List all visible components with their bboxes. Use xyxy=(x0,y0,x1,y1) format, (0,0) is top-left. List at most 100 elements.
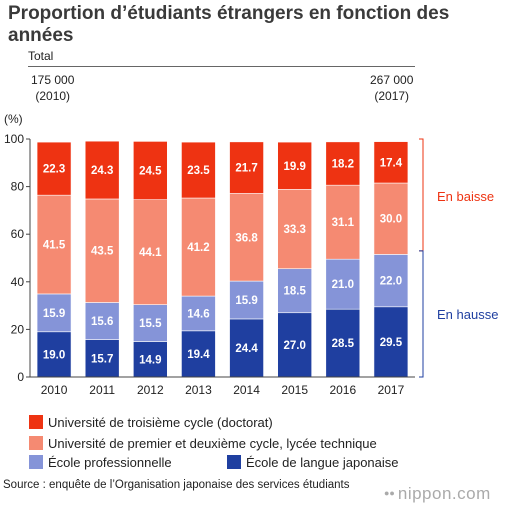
x-tick-label: 2011 xyxy=(89,383,115,397)
bar-segment xyxy=(133,341,168,378)
x-tick-label: 2013 xyxy=(185,383,212,397)
legend-item-langue: École de langue japonaise xyxy=(227,455,399,470)
data-label: 24.4 xyxy=(235,343,258,355)
bar-segment xyxy=(229,280,264,320)
data-label: 27.0 xyxy=(283,340,305,352)
bar-segment xyxy=(325,308,361,378)
annotation-en-baisse: En baisse xyxy=(437,189,494,204)
total-start-year: (2010) xyxy=(35,89,71,103)
data-label: 30.0 xyxy=(380,214,402,226)
data-label: 14.6 xyxy=(187,308,209,320)
chart-title: Proportion d’étudiants étrangers en fonc… xyxy=(8,3,450,46)
data-label: 19.9 xyxy=(283,161,305,173)
stacked-bar-chart: 0 20 40 60 80 100 (%) 19.0 15.9 41.5 22.3 2010 15.7 1… xyxy=(4,112,498,397)
legend-label-doctorat: Université de troisième cycle (doctorat) xyxy=(48,415,273,430)
data-label: 22.0 xyxy=(380,276,402,288)
data-label: 33.3 xyxy=(283,224,305,236)
bar-segment xyxy=(84,198,120,303)
x-tick-label: 2015 xyxy=(281,383,308,397)
data-label: 21.0 xyxy=(332,279,354,291)
data-label: 19.4 xyxy=(187,349,210,361)
legend-item-doctorat: Université de troisième cycle (doctorat) xyxy=(29,415,273,430)
bar-segment xyxy=(229,318,264,378)
total-end: 267 000 (2017) xyxy=(370,72,413,104)
bar-segment xyxy=(277,268,312,314)
bar-segment xyxy=(36,194,72,295)
brand-logo: ●● nippon.com xyxy=(384,484,491,504)
legend-swatch-professionnelle xyxy=(29,455,43,469)
x-tick-label: 2010 xyxy=(41,383,68,397)
bar-segment xyxy=(84,140,120,200)
data-label: 15.6 xyxy=(91,316,113,328)
bar-segment xyxy=(229,141,264,194)
bar-segment xyxy=(325,258,361,310)
total-start: 175 000 (2010) xyxy=(31,72,74,104)
bar-segment xyxy=(229,193,264,282)
x-tick-label: 2014 xyxy=(233,383,260,397)
total-line xyxy=(28,66,415,67)
bar-segment xyxy=(277,189,312,270)
bar-segment xyxy=(84,302,120,340)
brand-text: nippon.com xyxy=(397,484,491,503)
data-label: 28.5 xyxy=(332,338,355,350)
data-label: 18.2 xyxy=(332,159,354,171)
y-axis-label: (%) xyxy=(4,112,23,126)
bar-segment xyxy=(325,141,361,186)
data-label: 17.4 xyxy=(380,157,403,169)
legend-swatch-doctorat xyxy=(29,415,43,429)
bar-segment xyxy=(181,141,216,199)
data-label: 18.5 xyxy=(283,286,306,298)
legend-item-professionnelle: École professionnelle xyxy=(29,455,172,470)
data-label: 43.5 xyxy=(91,246,114,258)
data-label: 31.1 xyxy=(332,217,355,229)
data-label: 44.1 xyxy=(139,247,162,259)
y-tick-label: 60 xyxy=(11,227,25,241)
bar-segment xyxy=(373,306,409,378)
y-tick-label: 80 xyxy=(11,180,25,194)
data-label: 15.7 xyxy=(91,353,113,365)
data-label: 23.5 xyxy=(187,165,210,177)
bar-segment xyxy=(277,141,312,190)
legend-swatch-universite xyxy=(29,436,43,450)
total-end-year: (2017) xyxy=(374,89,410,103)
data-label: 15.9 xyxy=(43,308,65,320)
data-label: 15.9 xyxy=(235,295,257,307)
data-label: 41.2 xyxy=(187,242,209,254)
data-label: 14.9 xyxy=(139,354,161,366)
total-start-value: 175 000 xyxy=(31,73,75,87)
data-label: 24.3 xyxy=(91,165,113,177)
data-label: 19.0 xyxy=(43,349,65,361)
bar-segment xyxy=(133,304,168,342)
data-label: 36.8 xyxy=(235,232,258,244)
bar-segment xyxy=(181,330,216,378)
y-tick-label: 40 xyxy=(11,275,25,289)
total-end-value: 267 000 xyxy=(370,73,414,87)
y-tick-label: 0 xyxy=(17,370,24,384)
source-note: Source : enquête de l’Organisation japon… xyxy=(3,479,350,491)
dots-logo-icon: ●● xyxy=(384,488,395,498)
x-tick-label: 2016 xyxy=(329,383,356,397)
bracket-en-baisse xyxy=(419,138,424,252)
legend-label-langue: École de langue japonaise xyxy=(246,455,399,470)
annotation-en-hausse: En hausse xyxy=(437,307,498,322)
legend-item-universite: Université de premier et deuxième cycle,… xyxy=(29,436,377,451)
data-label: 29.5 xyxy=(380,337,403,349)
bar-segment xyxy=(373,141,409,184)
bar-segment xyxy=(373,182,409,255)
data-label: 41.5 xyxy=(43,240,66,252)
legend-label-universite: Université de premier et deuxième cycle,… xyxy=(48,436,377,451)
data-label: 24.5 xyxy=(139,166,162,178)
legend-swatch-langue xyxy=(227,455,241,469)
x-tick-label: 2017 xyxy=(378,383,405,397)
data-label: 21.7 xyxy=(235,163,257,175)
bar-segment xyxy=(133,199,168,305)
bar-segment xyxy=(181,295,216,332)
bar-segment xyxy=(36,293,72,333)
legend-label-professionnelle: École professionnelle xyxy=(48,455,172,470)
x-tick-label: 2012 xyxy=(137,383,164,397)
data-label: 22.3 xyxy=(43,164,65,176)
bar-segment xyxy=(325,184,361,260)
y-tick-label: 100 xyxy=(4,132,24,146)
bracket-en-hausse xyxy=(419,250,424,378)
bar-segment xyxy=(133,141,168,200)
